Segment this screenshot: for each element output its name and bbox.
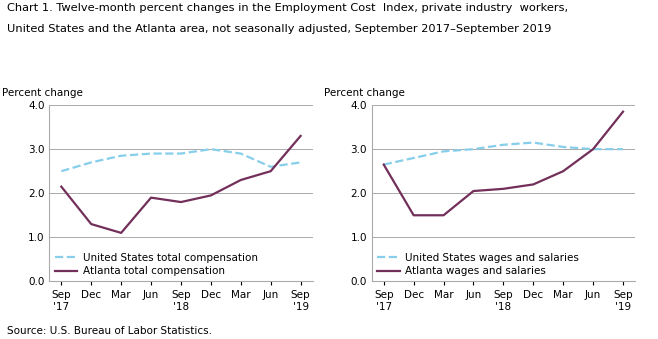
United States total compensation [57,169,65,173]
Text: Percent change: Percent change [324,88,405,98]
Atlanta total compensation [177,200,185,204]
Line: Atlanta wages and salaries: Atlanta wages and salaries [384,112,623,215]
Text: Percent change: Percent change [2,88,83,98]
United States total compensation [266,165,274,169]
Legend: United States wages and salaries, Atlanta wages and salaries: United States wages and salaries, Atlant… [377,253,579,276]
Atlanta total compensation [117,231,125,235]
Atlanta total compensation [266,169,274,173]
Atlanta total compensation [147,196,155,200]
Line: United States wages and salaries: United States wages and salaries [384,142,623,164]
Atlanta wages and salaries [410,213,418,217]
United States total compensation [177,152,185,156]
United States total compensation [297,160,305,164]
United States wages and salaries [529,140,537,144]
Atlanta wages and salaries [559,169,567,173]
Atlanta total compensation [57,184,65,188]
Atlanta wages and salaries [380,162,388,166]
United States wages and salaries [470,147,478,151]
Line: Atlanta total compensation: Atlanta total compensation [61,136,301,233]
Atlanta wages and salaries [440,213,447,217]
Atlanta total compensation [297,134,305,138]
United States total compensation [237,152,245,156]
United States total compensation [207,147,215,151]
Text: United States and the Atlanta area, not seasonally adjusted, September 2017–Sept: United States and the Atlanta area, not … [7,24,551,34]
Atlanta wages and salaries [470,189,478,193]
Atlanta wages and salaries [619,109,627,114]
United States wages and salaries [440,149,447,153]
Atlanta total compensation [88,222,95,226]
Atlanta wages and salaries [529,182,537,186]
United States wages and salaries [589,147,597,151]
Legend: United States total compensation, Atlanta total compensation: United States total compensation, Atlant… [55,253,258,276]
United States wages and salaries [499,143,507,147]
Text: Source: U.S. Bureau of Labor Statistics.: Source: U.S. Bureau of Labor Statistics. [7,326,212,336]
Line: United States total compensation: United States total compensation [61,149,301,171]
Atlanta wages and salaries [499,187,507,191]
United States total compensation [117,154,125,158]
United States wages and salaries [619,147,627,151]
United States wages and salaries [559,145,567,149]
United States wages and salaries [410,156,418,160]
United States total compensation [147,152,155,156]
Atlanta wages and salaries [589,147,597,151]
United States wages and salaries [380,162,388,166]
United States total compensation [88,160,95,164]
Text: Chart 1. Twelve-month percent changes in the Employment Cost  Index, private ind: Chart 1. Twelve-month percent changes in… [7,3,568,13]
Atlanta total compensation [237,178,245,182]
Atlanta total compensation [207,193,215,197]
